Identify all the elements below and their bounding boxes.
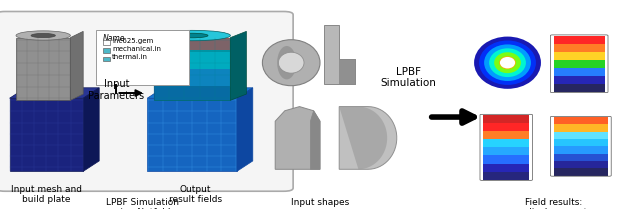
Ellipse shape xyxy=(499,56,516,69)
Bar xyxy=(554,154,608,161)
Text: Input
Parameters: Input Parameters xyxy=(88,79,145,101)
Bar xyxy=(554,146,608,154)
Bar xyxy=(154,86,230,100)
Bar xyxy=(554,124,608,132)
Ellipse shape xyxy=(154,30,230,41)
Ellipse shape xyxy=(489,48,526,77)
Bar xyxy=(103,57,110,61)
Bar xyxy=(554,76,605,84)
Ellipse shape xyxy=(474,37,541,89)
Polygon shape xyxy=(339,107,397,169)
Polygon shape xyxy=(147,98,237,171)
Bar xyxy=(554,117,608,124)
Polygon shape xyxy=(339,59,355,84)
Ellipse shape xyxy=(500,57,515,69)
Ellipse shape xyxy=(31,33,56,38)
Bar xyxy=(483,163,529,172)
Ellipse shape xyxy=(278,52,304,73)
Text: mechanical.in: mechanical.in xyxy=(112,46,161,52)
Polygon shape xyxy=(70,31,83,100)
Ellipse shape xyxy=(262,40,320,86)
Bar xyxy=(483,172,529,180)
Ellipse shape xyxy=(16,31,70,40)
Text: Inc625.gem: Inc625.gem xyxy=(112,38,153,44)
Bar xyxy=(154,69,230,86)
Bar xyxy=(554,52,605,60)
Ellipse shape xyxy=(494,52,521,73)
Bar xyxy=(154,52,230,69)
Polygon shape xyxy=(10,98,83,171)
FancyBboxPatch shape xyxy=(96,30,189,85)
Ellipse shape xyxy=(479,41,536,85)
Ellipse shape xyxy=(484,45,531,81)
Bar xyxy=(554,60,605,68)
Bar xyxy=(483,131,529,139)
Ellipse shape xyxy=(176,33,208,38)
Text: thermal.in: thermal.in xyxy=(112,55,148,60)
Bar xyxy=(554,161,608,168)
Polygon shape xyxy=(83,88,99,171)
Text: Input mesh and
build plate: Input mesh and build plate xyxy=(12,185,82,204)
Bar xyxy=(554,68,605,76)
Text: Name: Name xyxy=(102,34,125,43)
Polygon shape xyxy=(339,107,387,169)
Bar xyxy=(554,132,608,139)
Bar xyxy=(554,84,605,92)
Ellipse shape xyxy=(277,46,296,79)
Polygon shape xyxy=(16,38,70,100)
Bar xyxy=(154,38,230,50)
Polygon shape xyxy=(324,25,355,84)
Text: Input shapes: Input shapes xyxy=(291,198,349,206)
Text: LPBF
Simulation: LPBF Simulation xyxy=(380,67,436,88)
Polygon shape xyxy=(275,107,320,169)
Bar xyxy=(103,48,110,53)
Bar xyxy=(483,155,529,163)
Ellipse shape xyxy=(504,60,511,65)
Bar xyxy=(554,36,605,44)
Polygon shape xyxy=(154,38,230,100)
Bar xyxy=(483,123,529,131)
Bar xyxy=(483,115,529,123)
FancyBboxPatch shape xyxy=(0,11,293,191)
Polygon shape xyxy=(230,31,246,100)
Text: Output
result fields: Output result fields xyxy=(168,185,222,204)
Bar xyxy=(554,168,608,176)
Bar xyxy=(483,139,529,147)
Polygon shape xyxy=(10,88,99,98)
Polygon shape xyxy=(237,88,253,171)
Bar xyxy=(103,40,110,45)
Bar xyxy=(554,139,608,146)
Text: Field results:
z-displacement: Field results: z-displacement xyxy=(519,198,588,209)
Polygon shape xyxy=(310,111,320,169)
Bar xyxy=(554,44,605,52)
Polygon shape xyxy=(147,88,253,98)
Text: LPBF Simulation
using Netfabb: LPBF Simulation using Netfabb xyxy=(106,198,179,209)
Bar xyxy=(483,147,529,155)
